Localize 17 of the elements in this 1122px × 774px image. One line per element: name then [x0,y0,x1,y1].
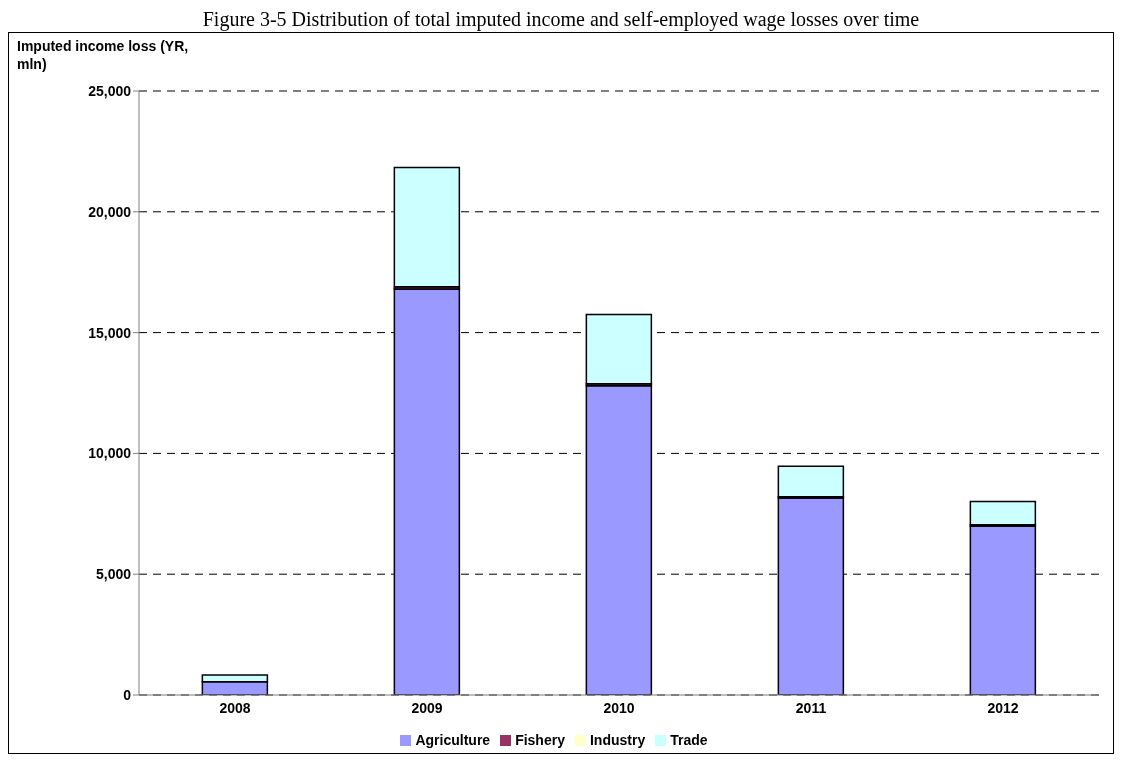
y-tick-label: 10,000 [88,445,132,462]
x-tick-label: 2011 [795,699,827,716]
legend-label: Trade [670,732,708,748]
x-tick-label: 2010 [603,699,635,716]
legend-label: Industry [589,732,646,748]
y-tick-label: 25,000 [88,82,132,99]
chart-title: Figure 3-5 Distribution of total imputed income and self-employed wage losses over time [201,8,921,32]
y-tick-label: 15,000 [88,324,132,341]
x-tick-label: 2012 [987,699,1019,716]
x-tick-label: 2008 [219,699,251,716]
y-axis-title: Imputed income loss (YR, mln) [17,37,190,73]
legend-label: Fishery [515,732,565,748]
x-tick-label: 2009 [411,699,443,716]
y-tick-label: 0 [123,686,132,703]
y-tick-label: 5,000 [95,566,132,583]
legend-label: Agriculture [415,732,491,748]
y-tick-label: 20,000 [88,203,132,220]
